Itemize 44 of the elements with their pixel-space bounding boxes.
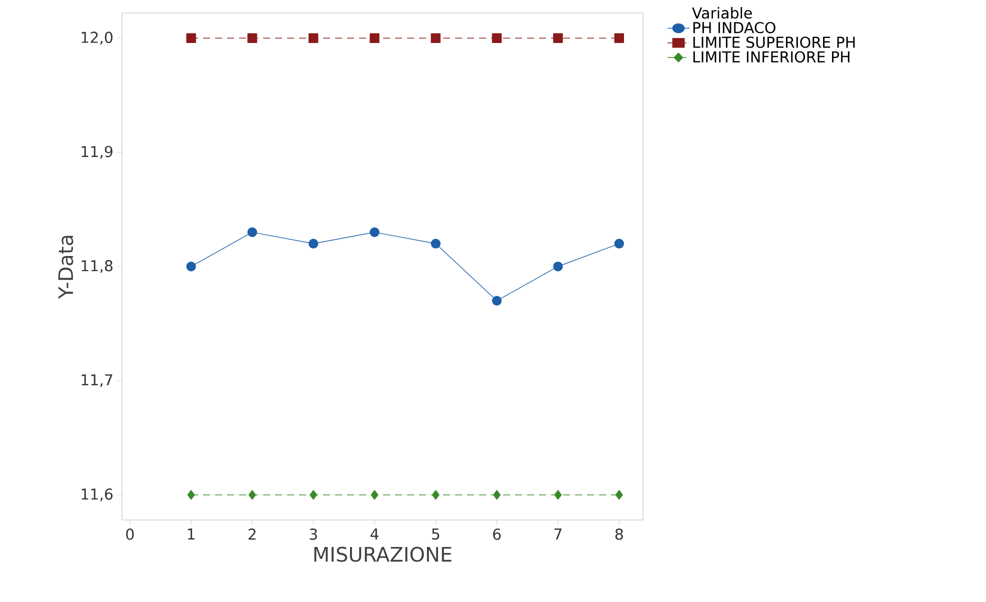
point	[248, 490, 256, 500]
y-axis-title: Y-Data	[58, 236, 74, 299]
y-tick-label: 11,9	[82, 146, 112, 159]
point	[187, 490, 195, 500]
point	[615, 490, 623, 500]
y-tick-label: 11,7	[82, 374, 112, 388]
point	[308, 238, 318, 248]
point	[310, 490, 318, 500]
point	[370, 33, 380, 43]
point	[247, 227, 258, 238]
x-tick-label: 5	[432, 528, 440, 540]
point	[430, 33, 441, 43]
point	[430, 238, 441, 248]
point	[553, 33, 563, 43]
x-tick-label: 3	[310, 528, 317, 540]
x-tick-label: 6	[493, 528, 501, 540]
x-tick-label: 8	[615, 528, 623, 540]
x-tick-label: 7	[554, 528, 562, 540]
y-tick-label: 11,6	[82, 488, 113, 502]
point	[186, 33, 196, 43]
y-tick-label: 12,0	[82, 32, 112, 45]
point	[370, 227, 380, 238]
point	[492, 33, 502, 43]
legend-label: LIMITE SUPERIORE PH	[693, 36, 855, 48]
point	[553, 262, 563, 272]
x-tick-label: 1	[188, 528, 194, 540]
legend-label: PH INDACO	[693, 22, 776, 34]
point	[493, 490, 501, 500]
point	[308, 33, 318, 43]
x-tick-label: 2	[248, 528, 256, 540]
point	[247, 33, 258, 43]
point	[370, 490, 378, 500]
point	[432, 490, 440, 500]
y-tick-label: 11,8	[82, 260, 112, 273]
point	[186, 262, 196, 272]
point	[614, 238, 624, 248]
legend-title: Variable	[692, 7, 752, 19]
x-axis-title: MISURAZIONE	[314, 546, 452, 562]
point	[492, 296, 502, 306]
legend-label: LIMITE INFERIORE PH	[693, 51, 850, 63]
x-tick-label: 4	[370, 528, 378, 540]
point	[614, 33, 624, 43]
point	[554, 490, 562, 500]
x-tick-label: 0	[126, 528, 134, 540]
